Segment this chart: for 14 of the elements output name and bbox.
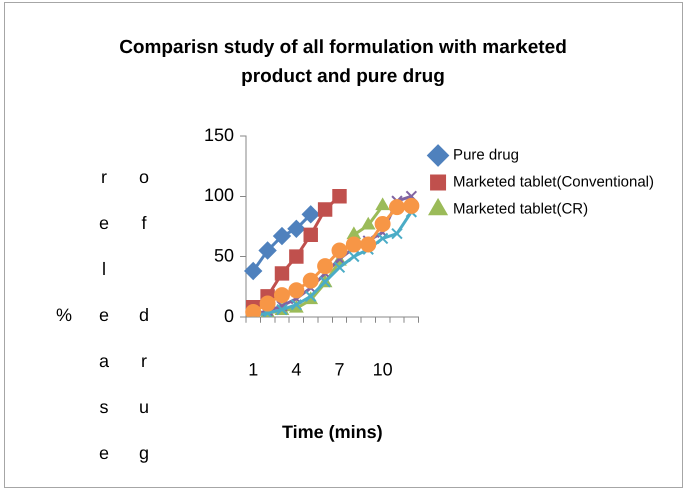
x-tick-label: 10 xyxy=(372,360,393,380)
y-axis-title: % release of drug xyxy=(53,166,155,491)
x-tick-label: 7 xyxy=(334,360,344,380)
y-tick-label: 150 xyxy=(204,124,234,145)
legend-label: Marketed tablet(Conventional) xyxy=(453,174,654,191)
x-tick-label: 4 xyxy=(291,360,302,380)
x-axis-title: Time (mins) xyxy=(282,422,383,442)
y-tick-label: 0 xyxy=(224,306,234,326)
chart-title: Comparisn study of all formulation with marketed product and pure drug xyxy=(118,36,568,89)
legend-label: Marketed tablet(CR) xyxy=(453,200,588,218)
legend-label: Pure drug xyxy=(453,146,519,164)
y-tick-label: 100 xyxy=(204,185,234,206)
x-tick-label: 1 xyxy=(248,360,258,380)
y-tick-label: 50 xyxy=(214,246,234,266)
